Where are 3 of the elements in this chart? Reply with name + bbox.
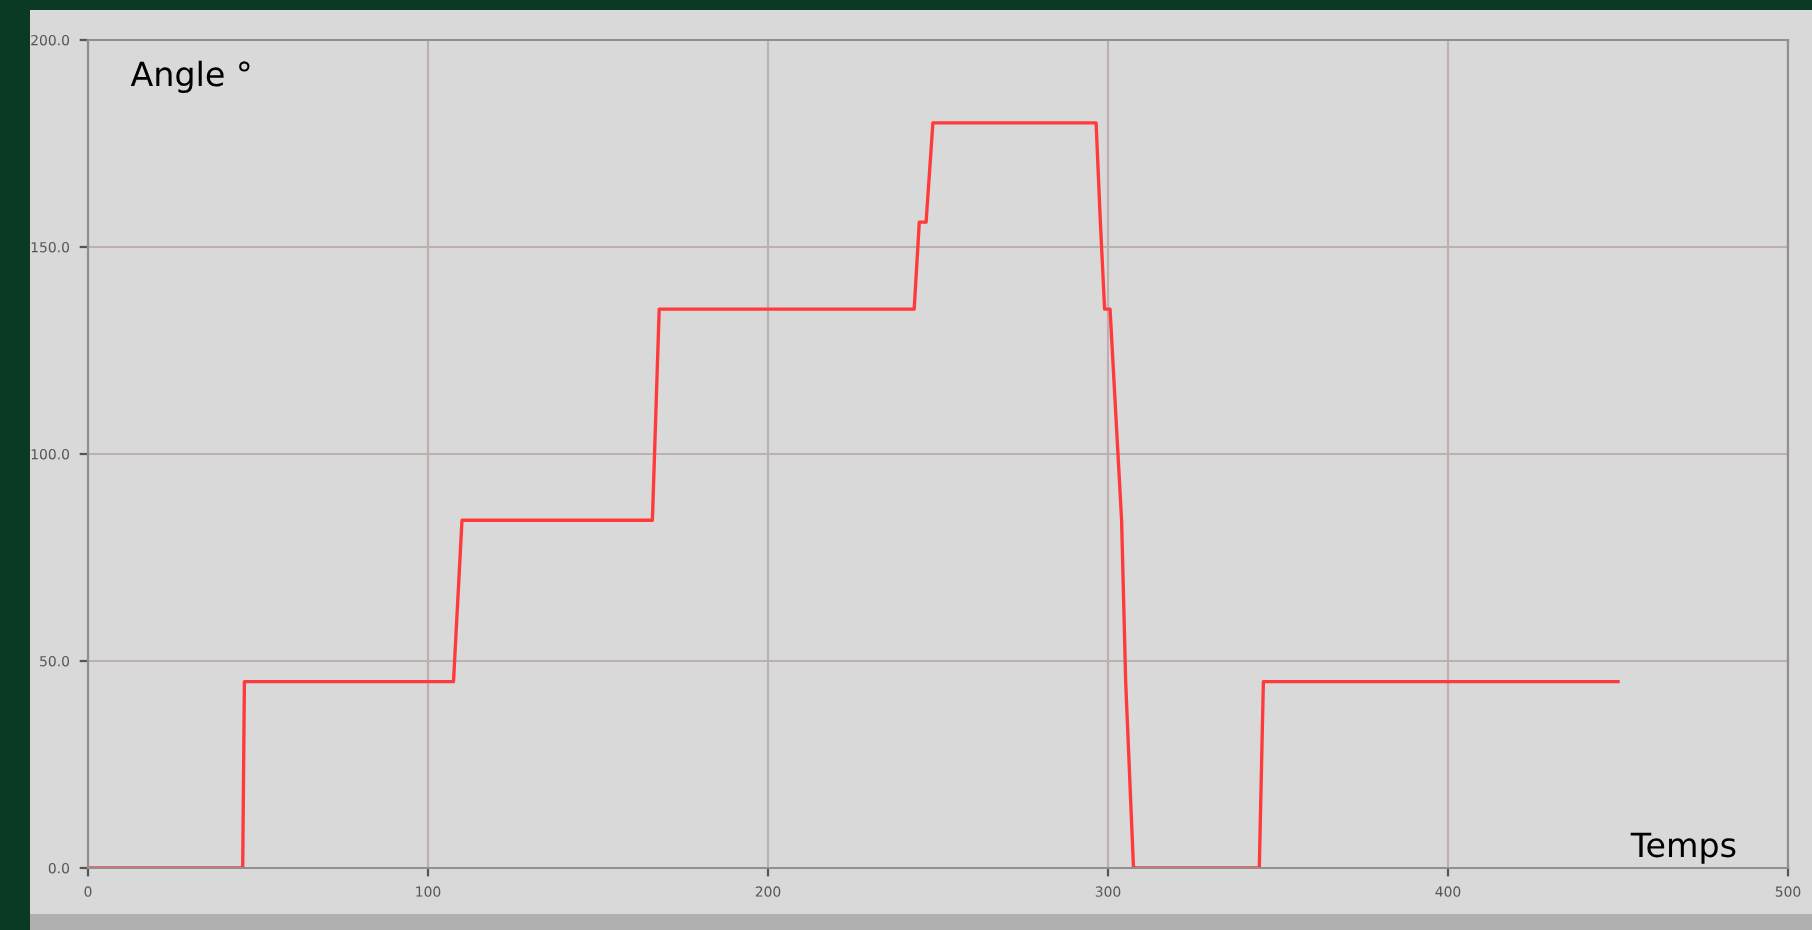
line-series	[88, 121, 1620, 868]
x-axis-title: Temps	[1630, 832, 1736, 864]
y-axis-title: Angle °	[130, 60, 250, 93]
